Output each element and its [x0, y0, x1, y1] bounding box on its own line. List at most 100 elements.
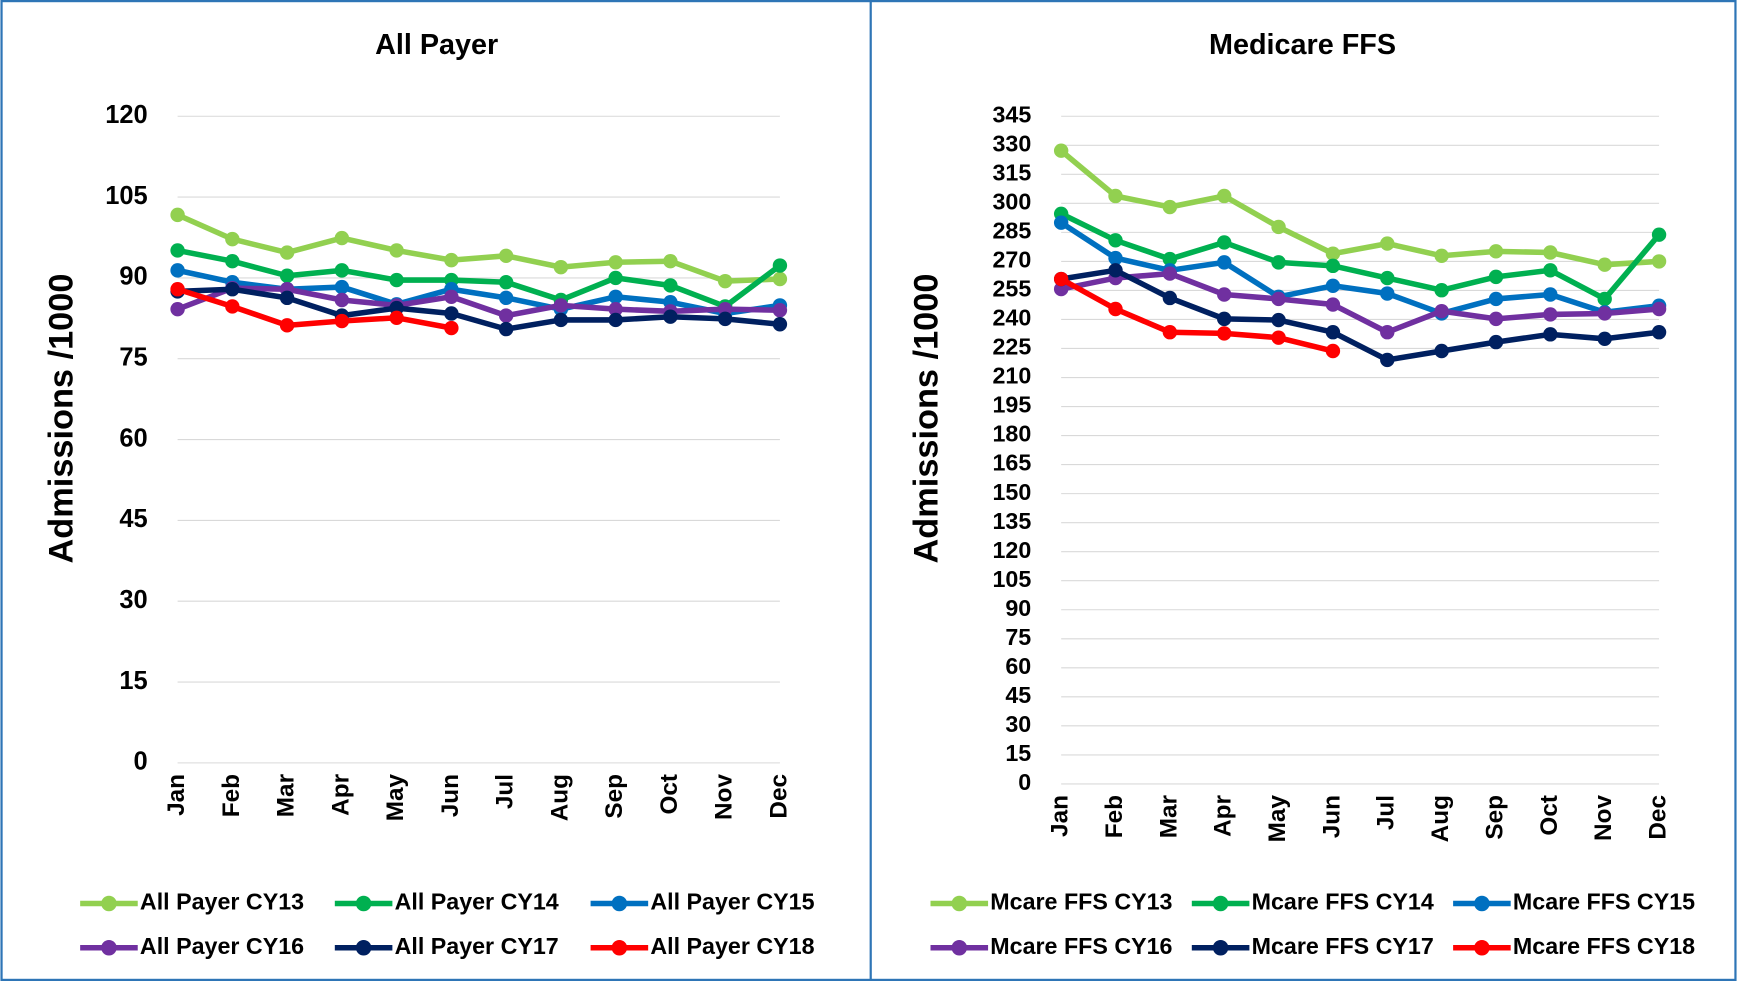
y-tick-label: 165 [992, 450, 1031, 476]
y-tick-label: 75 [119, 343, 147, 371]
data-point [1217, 287, 1232, 302]
series-line [177, 286, 781, 332]
y-tick-label: 135 [992, 508, 1031, 534]
legend-label: All Payer CY15 [650, 889, 814, 915]
data-point [334, 279, 350, 295]
y-tick-label: 255 [992, 276, 1031, 302]
legend-label: Mcare FFS CY13 [990, 889, 1172, 915]
data-point [1380, 286, 1395, 301]
y-tick-label: 285 [992, 218, 1031, 244]
legend-swatch-marker [1212, 940, 1229, 956]
data-point [444, 289, 459, 304]
data-point [334, 263, 350, 278]
data-point [1488, 269, 1504, 285]
data-point [1162, 251, 1178, 267]
series-line [177, 247, 782, 310]
data-point [225, 299, 240, 314]
data-point [1543, 263, 1558, 278]
data-point [389, 272, 404, 288]
data-point [1434, 303, 1449, 319]
y-tick-label: 15 [1005, 740, 1031, 766]
x-tick-label: Nov [1590, 795, 1617, 841]
data-point [1651, 301, 1667, 317]
data-point [1597, 306, 1612, 321]
x-tick-label: Dec [1644, 795, 1671, 840]
data-point [1325, 258, 1341, 274]
data-point [772, 303, 788, 318]
data-point [1597, 291, 1612, 307]
data-point [1162, 325, 1178, 340]
x-tick-label: Mar [273, 773, 300, 817]
data-point [1488, 244, 1504, 259]
y-tick-label: 120 [105, 101, 147, 129]
chart-title: All Payer [375, 29, 498, 61]
legend-label: All Payer CY13 [140, 889, 304, 915]
data-point [772, 317, 788, 332]
data-point [1053, 281, 1069, 297]
data-point [444, 306, 459, 321]
data-point [608, 255, 623, 270]
data-point [1271, 219, 1286, 235]
y-tick-label: 105 [105, 182, 147, 210]
legend-swatch-marker [101, 895, 117, 912]
legend-label: All Payer CY14 [395, 889, 559, 915]
x-tick-label: Apr [327, 773, 354, 815]
data-point [334, 313, 350, 329]
y-tick-label: 30 [1005, 711, 1031, 737]
legend-swatch-marker [951, 895, 968, 912]
series-line [176, 286, 452, 331]
series-line [176, 212, 781, 284]
data-point [498, 308, 514, 323]
data-point [663, 278, 678, 293]
data-point [170, 243, 185, 258]
legend-label: All Payer CY17 [395, 933, 559, 959]
y-tick-label: 345 [992, 101, 1031, 127]
y-tick-label: 45 [119, 505, 147, 533]
data-point [1380, 270, 1395, 286]
data-point [1271, 330, 1286, 345]
x-tick-label: Jan [163, 774, 190, 816]
legend-swatch-marker [101, 940, 117, 956]
y-tick-label: 240 [992, 305, 1031, 331]
data-point [1162, 290, 1178, 306]
data-point [1217, 188, 1232, 204]
data-point [279, 290, 295, 306]
data-point [444, 252, 459, 268]
data-point [608, 270, 623, 286]
y-tick-label: 120 [992, 537, 1031, 563]
data-point [1543, 327, 1558, 342]
data-point [1488, 311, 1504, 327]
data-point [225, 254, 240, 269]
data-point [1325, 246, 1341, 261]
data-point [1325, 278, 1341, 293]
data-point [1434, 248, 1449, 263]
data-point [1380, 352, 1395, 368]
y-tick-label: 60 [119, 424, 147, 452]
data-point [1271, 291, 1286, 307]
data-point [1162, 199, 1178, 215]
data-point [1380, 325, 1395, 340]
x-tick-label: Aug [546, 774, 573, 821]
y-tick-label: 225 [992, 334, 1031, 360]
x-tick-label: Aug [1427, 795, 1454, 842]
x-tick-label: Nov [711, 773, 738, 819]
data-point [1543, 245, 1558, 260]
data-point [553, 259, 569, 275]
data-point [1217, 311, 1232, 327]
y-tick-label: 45 [1005, 682, 1031, 708]
legend-label: Mcare FFS CY16 [990, 933, 1172, 959]
data-point [1325, 325, 1341, 340]
x-tick-label: Mar [1155, 794, 1182, 838]
data-point [663, 309, 678, 324]
legend-label: All Payer CY16 [140, 933, 304, 959]
x-tick-label: Jun [1318, 795, 1345, 838]
x-tick-label: Oct [656, 774, 683, 815]
data-point [1108, 250, 1123, 266]
legend-label: All Payer CY18 [650, 933, 814, 959]
data-point [608, 301, 623, 317]
y-tick-label: 90 [1005, 595, 1031, 621]
data-point [608, 312, 623, 328]
data-point [1488, 291, 1504, 307]
